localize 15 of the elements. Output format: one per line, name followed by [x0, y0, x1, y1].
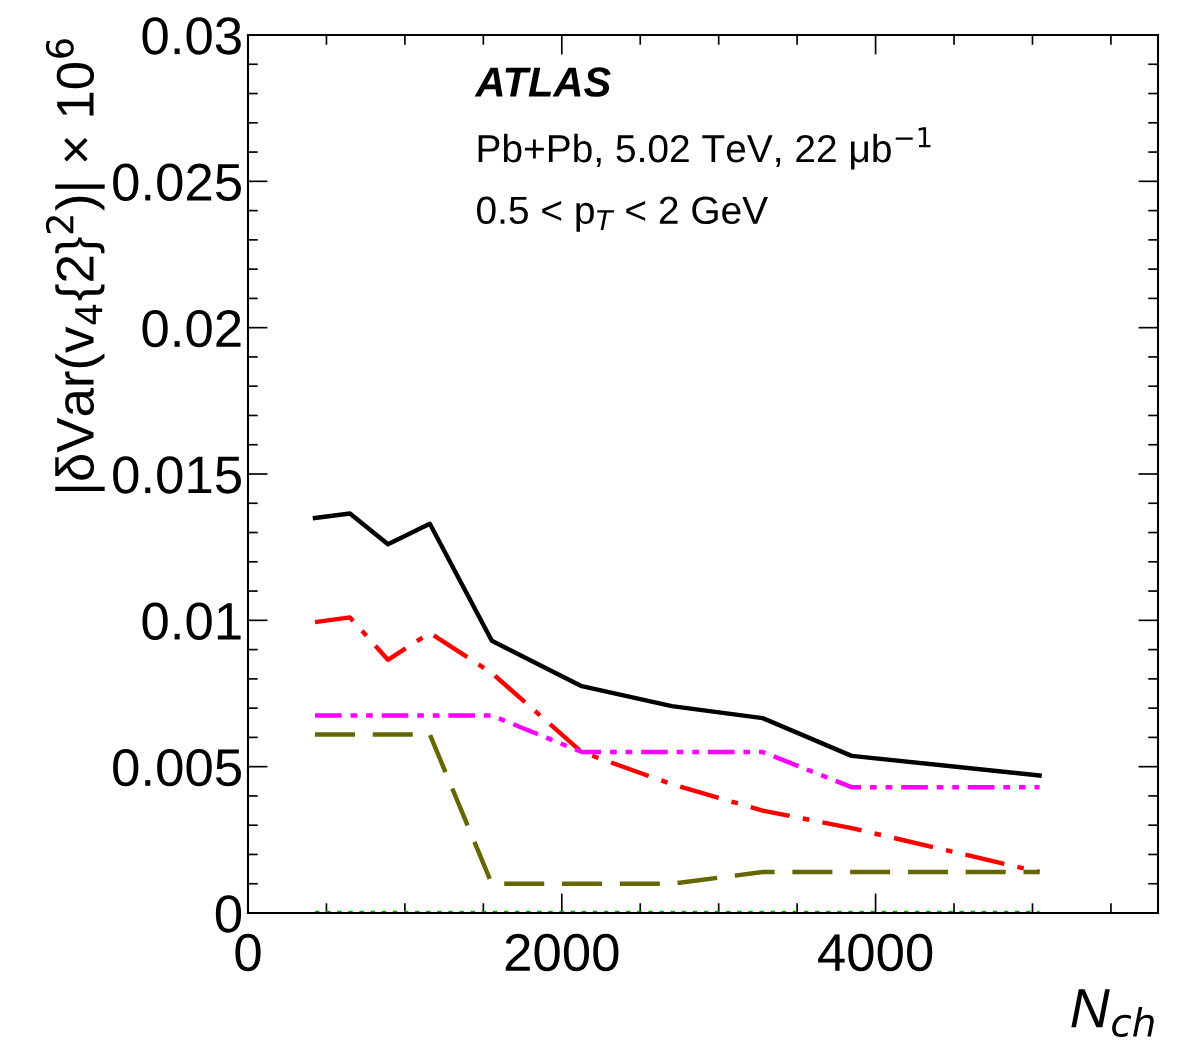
y-tick-label: 0.03: [142, 17, 241, 55]
x-tick-label: 4000: [818, 933, 933, 972]
x-tick-label: 2000: [505, 933, 619, 972]
y-tick-label: 0.025: [113, 163, 241, 201]
y-tick-label: 0.01: [142, 602, 241, 640]
y-tick-label: 0.005: [113, 748, 241, 787]
x-axis-title: N$_{ch}$: [1071, 989, 1154, 1038]
y-tick-label: 0: [215, 895, 242, 933]
y-axis-title: |δVar(v$_{4}${2}$^{2}$)| × 10$^{6}$: [45, 39, 105, 492]
line-series: [312, 511, 1042, 778]
annotation: ATLAS: [474, 67, 611, 97]
annotation: Pb+Pb, 5.02 TeV, 22 μb$^{−1}$: [478, 127, 931, 170]
y-tick-label: 0.02: [142, 309, 241, 348]
annotation: 0.5 < p$_{T}$ < 2 GeV: [477, 196, 768, 232]
y-tick-label: 0.015: [113, 456, 241, 494]
